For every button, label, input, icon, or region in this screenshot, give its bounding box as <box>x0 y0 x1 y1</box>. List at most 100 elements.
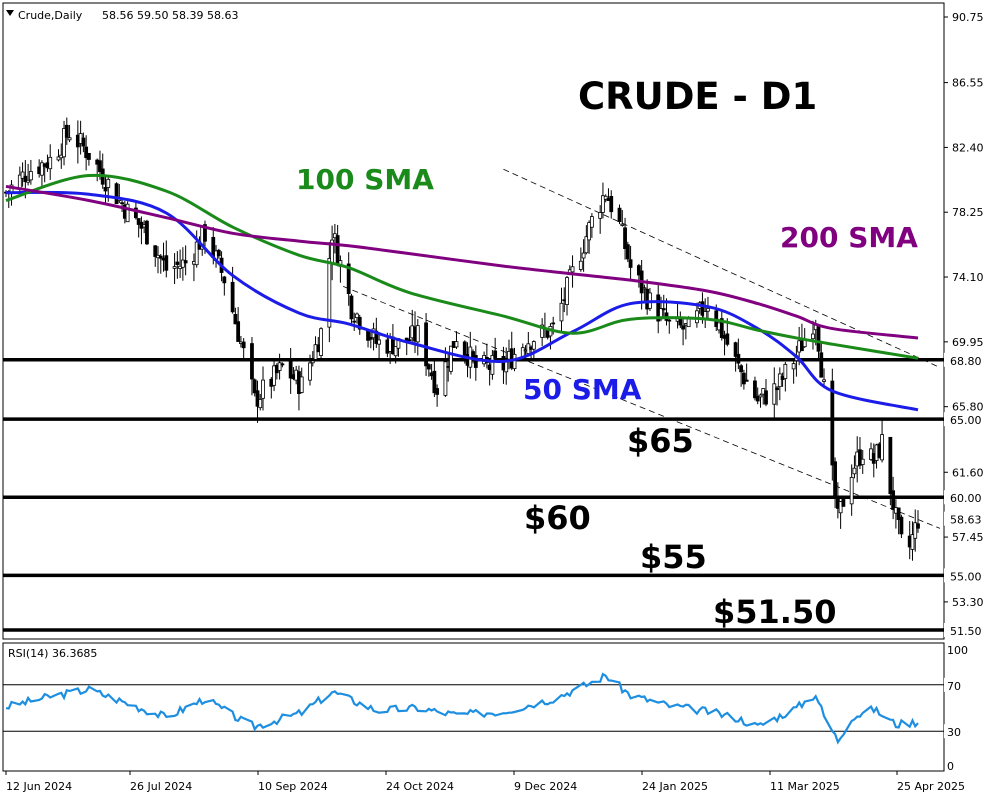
candle-body <box>636 265 641 276</box>
level-51-annotation: $51.50 <box>713 593 836 631</box>
candle-body <box>377 339 381 345</box>
candle-body <box>432 370 437 394</box>
candle-body <box>623 227 627 250</box>
candle-body <box>681 325 685 330</box>
level-label: 65.00 <box>950 414 982 427</box>
trendlines <box>343 168 941 529</box>
level-label-bg <box>944 412 996 427</box>
candle-body <box>852 467 857 475</box>
candle-body <box>20 171 25 179</box>
candle-body <box>23 175 28 183</box>
candle-body <box>880 434 884 461</box>
price-tick-label: 90.75 <box>952 11 984 24</box>
candle-body <box>739 365 744 373</box>
candle-body <box>180 259 185 268</box>
candle-body <box>64 124 69 138</box>
level-label-bg <box>944 352 996 367</box>
sma-line <box>5 173 919 360</box>
candle-body <box>114 183 119 205</box>
candle-body <box>719 318 724 338</box>
rsi-level-bg <box>944 677 968 692</box>
candle-body <box>678 318 683 326</box>
candle-body <box>443 361 448 396</box>
candle-body <box>26 179 31 183</box>
level-label-bg <box>944 490 996 505</box>
sma100-label: 100 SMA <box>296 163 434 196</box>
candle-body <box>435 388 440 395</box>
candle-body <box>833 461 837 499</box>
candle-body <box>490 355 495 375</box>
rsi-level-bg <box>944 724 968 739</box>
price-tick-label: 65.80 <box>952 401 984 414</box>
candle-body <box>327 258 332 328</box>
candle-body <box>838 501 843 514</box>
candle-body <box>230 281 235 313</box>
candle-body <box>559 302 564 322</box>
candle-body <box>841 498 846 507</box>
price-tick-label: 82.40 <box>952 141 984 154</box>
candle-body <box>258 399 263 409</box>
candle-body <box>125 203 130 223</box>
candle-body <box>241 341 246 349</box>
sma50-label: 50 SMA <box>523 373 642 406</box>
candle-body <box>916 523 920 529</box>
candle-body <box>415 325 420 343</box>
rsi-tick-label: 0 <box>947 760 954 773</box>
trendline <box>343 286 941 529</box>
candle-body <box>695 310 699 324</box>
caret-down-icon[interactable] <box>6 10 14 16</box>
candle-body <box>28 171 33 181</box>
candle-body <box>357 316 362 330</box>
time-tick-label: 11 Mar 2025 <box>770 780 840 793</box>
candle-body <box>540 324 545 338</box>
candle-body <box>661 308 666 311</box>
level-label-bg <box>944 568 996 583</box>
price-tick-label: 86.55 <box>952 77 984 90</box>
candle-body <box>407 339 412 342</box>
candle-body <box>578 260 583 270</box>
candle-body <box>194 241 199 266</box>
candle-body <box>250 343 254 380</box>
candle-body <box>261 379 265 399</box>
candle-body <box>106 178 111 188</box>
candle-body <box>888 436 893 495</box>
candle-body <box>56 156 61 161</box>
time-tick-label: 26 Jul 2024 <box>130 780 192 793</box>
candle-body <box>656 294 661 322</box>
candle-body <box>736 353 741 364</box>
candle-body <box>255 390 260 407</box>
candle-body <box>581 252 586 259</box>
candle-body <box>355 313 359 319</box>
candle-body <box>849 476 854 505</box>
rsi-header: RSI(14) 36.3685 <box>8 647 97 660</box>
candle-body <box>424 322 428 367</box>
rsi-line <box>5 672 919 745</box>
candle-body <box>725 333 730 345</box>
sma-line <box>5 190 919 412</box>
candle-body <box>667 319 672 322</box>
rsi-level-label: 70 <box>947 680 961 693</box>
level-label: 55.00 <box>950 570 982 583</box>
candle-body <box>601 195 605 213</box>
rsi-tick-label: 100 <box>947 644 968 657</box>
candle-body <box>462 341 467 356</box>
candle-body <box>791 363 796 370</box>
candle-body <box>236 321 241 342</box>
candle-body <box>899 516 904 535</box>
current-price-label: 58.63 <box>950 514 982 527</box>
rsi-panel <box>2 642 945 772</box>
candle-body <box>775 387 779 391</box>
candle-body <box>393 346 398 357</box>
rsi-level-label: 30 <box>947 726 961 739</box>
candle-body <box>598 212 603 219</box>
candle-body <box>531 341 536 350</box>
candle-body <box>426 364 431 370</box>
time-tick-label: 9 Dec 2024 <box>514 780 577 793</box>
level-60-annotation: $60 <box>524 499 591 537</box>
price-tick-label: 57.45 <box>952 531 984 544</box>
candle-body <box>493 350 498 359</box>
rsi-indicator: 70 30 100 0 <box>3 644 968 773</box>
candle-body <box>48 156 53 170</box>
time-tick-label: 12 Jun 2024 <box>6 780 72 793</box>
